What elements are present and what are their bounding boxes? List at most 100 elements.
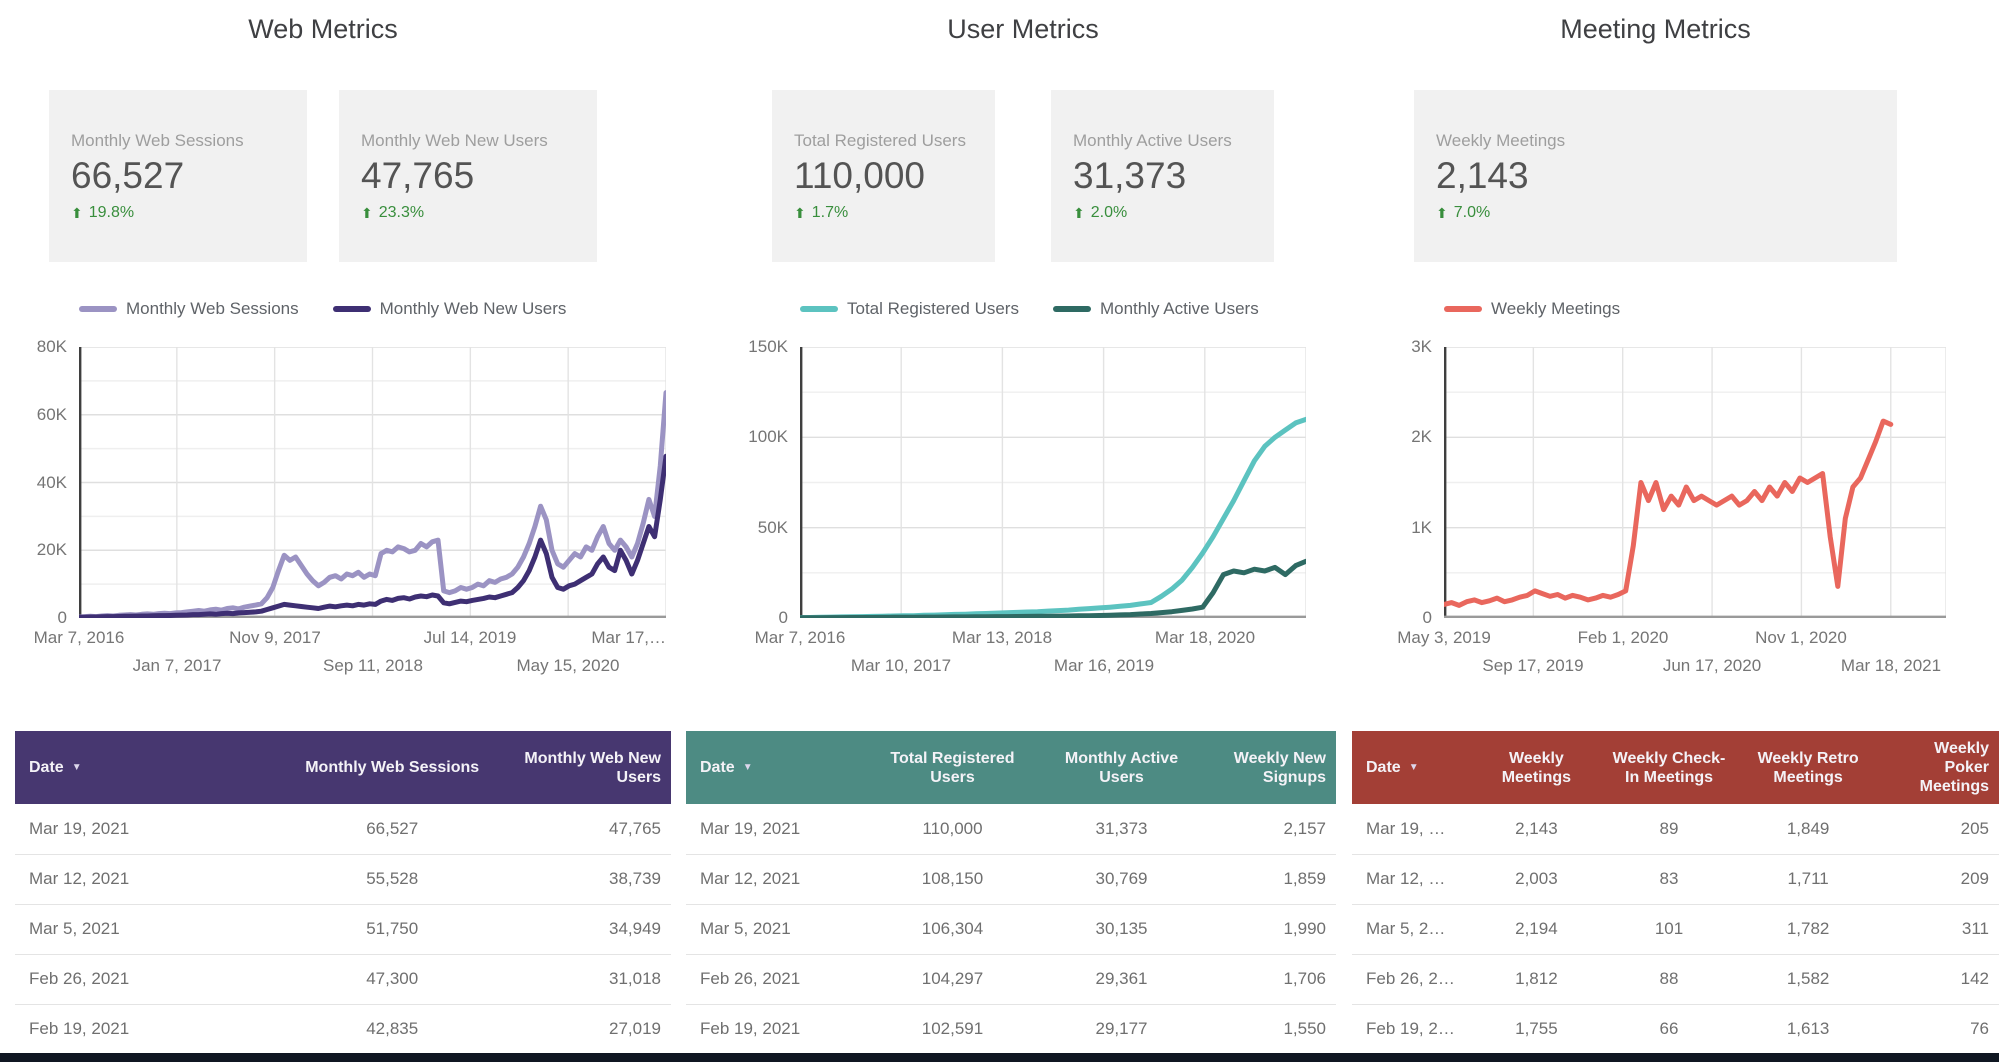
chart-legend: Total Registered Users Monthly Active Use… (800, 298, 1341, 320)
y-axis-label: 0 (1422, 608, 1432, 627)
x-axis-label: May 3, 2019 (1397, 628, 1491, 647)
table-row: Feb 26, 2… 1,812 88 1,582 142 (1352, 954, 1999, 1005)
arrow-up-icon: ⬆ (361, 205, 373, 221)
sort-desc-icon: ▼ (1408, 762, 1419, 773)
meeting-metrics-line-chart: 0 1K 2K 3K May 3, 2019 Sep 17, 2019 Feb 1, 202… (1341, 337, 1999, 693)
arrow-up-icon: ⬆ (1073, 205, 1085, 221)
column-header[interactable]: Monthly Web New Users (493, 731, 671, 804)
meeting-metrics-table: Date ▼ Weekly Meetings Weekly Check-In Meet… (1352, 731, 1999, 1055)
column-header[interactable]: Total Registered Users (861, 731, 1044, 804)
cell-value: 30,769 (1043, 854, 1200, 905)
y-axis-label: 50K (757, 518, 788, 537)
x-axis-label: Mar 18, 2021 (1840, 656, 1942, 675)
column-header[interactable]: Monthly Active Users (1043, 731, 1200, 804)
plot-area (76, 346, 669, 623)
cell-value: 311 (1876, 904, 1999, 955)
section-header: User Metrics Total Registered Users 110,… (772, 12, 1274, 262)
y-axis-label: 0 (778, 608, 788, 627)
cell-value: 209 (1876, 854, 1999, 905)
column-header[interactable]: Date ▼ (1352, 731, 1475, 804)
x-axis-label: Mar 7, 2016 (754, 628, 846, 647)
cell-value: 106,304 (861, 904, 1044, 955)
cell-date: Mar 19, … (1352, 804, 1475, 855)
table-row: Mar 19, 2021 66,527 47,765 (15, 804, 671, 855)
cell-value: 31,373 (1043, 804, 1200, 855)
table-row: Mar 19, … 2,143 89 1,849 205 (1352, 804, 1999, 855)
scorecard-weekly-meetings: Weekly Meetings 2,143 ⬆ 7.0% (1414, 90, 1897, 262)
legend-item: Total Registered Users (800, 299, 1019, 319)
scorecard-value: 31,373 (1073, 155, 1187, 196)
cell-date: Mar 5, 2… (1352, 904, 1475, 955)
arrow-up-icon: ⬆ (794, 205, 806, 221)
cell-value: 1,782 (1740, 904, 1877, 955)
column-header[interactable]: Weekly Poker Meetings (1876, 731, 1999, 804)
cell-value: 2,194 (1474, 904, 1598, 955)
table-row: Feb 19, 2021 102,591 29,177 1,550 (686, 1004, 1336, 1055)
column-header[interactable]: Date ▼ (15, 731, 291, 804)
cell-date: Feb 26, 2021 (686, 954, 862, 1005)
legend-swatch-icon (800, 306, 838, 312)
y-axis-label: 1K (1411, 518, 1432, 537)
cell-value: 142 (1876, 954, 1999, 1005)
legend-swatch-icon (1052, 306, 1091, 312)
cell-value: 27,019 (493, 1004, 671, 1055)
column-header[interactable]: Weekly Check-In Meetings (1597, 731, 1741, 804)
delta-percent: 19.8% (88, 204, 135, 221)
cell-value: 108,150 (861, 854, 1044, 905)
cell-value: 102,591 (861, 1004, 1044, 1055)
cell-value: 1,582 (1740, 954, 1877, 1005)
column-header[interactable]: Date ▼ (686, 731, 862, 804)
column-header[interactable]: Weekly New Signups (1199, 731, 1336, 804)
y-axis-label: 40K (36, 473, 67, 492)
section-web-metrics: Web Metrics Monthly Web Sessions 66,527 … (0, 0, 671, 1055)
scorecard-label: Monthly Active Users (1073, 131, 1232, 150)
cell-value: 51,750 (290, 904, 494, 955)
x-axis-label: May 15, 2020 (516, 656, 620, 675)
cell-date: Feb 26, 2… (1352, 954, 1475, 1005)
column-header[interactable]: Weekly Meetings (1474, 731, 1598, 804)
cell-value: 55,528 (290, 854, 494, 905)
x-axis-label: Jul 14, 2019 (423, 628, 517, 647)
legend-label: Monthly Web New Users (379, 299, 567, 318)
chart-legend: Monthly Web Sessions Monthly Web New User… (79, 298, 671, 320)
table-row: Mar 19, 2021 110,000 31,373 2,157 (686, 804, 1336, 855)
cell-value: 66,527 (290, 804, 494, 855)
scorecard-delta: ⬆ 1.7% (794, 204, 985, 222)
y-axis-label: 3K (1411, 337, 1432, 356)
x-axis-label: Feb 1, 2020 (1577, 628, 1669, 647)
delta-percent: 7.0% (1453, 204, 1491, 221)
cell-date: Feb 19, 2021 (15, 1004, 291, 1055)
x-axis-label: Mar 18, 2020 (1154, 628, 1256, 647)
cell-value: 110,000 (861, 804, 1044, 855)
column-header[interactable]: Weekly Retro Meetings (1740, 731, 1877, 804)
cell-value: 29,177 (1043, 1004, 1200, 1055)
y-axis-label: 80K (36, 337, 67, 356)
table-row: Feb 19, 2… 1,755 66 1,613 76 (1352, 1004, 1999, 1055)
cell-value: 47,300 (290, 954, 494, 1005)
legend-item: Weekly Meetings (1444, 299, 1620, 319)
cell-date: Mar 19, 2021 (15, 804, 291, 855)
scorecard-value: 2,143 (1436, 155, 1529, 196)
scorecard-value: 110,000 (794, 155, 925, 196)
y-axis-label: 100K (748, 427, 788, 446)
cell-value: 2,157 (1199, 804, 1336, 855)
x-axis-label: Mar 7, 2016 (33, 628, 125, 647)
x-axis-label: Nov 1, 2020 (1755, 628, 1847, 647)
column-header[interactable]: Monthly Web Sessions (290, 731, 494, 804)
scorecard-delta: ⬆ 23.3% (361, 204, 587, 222)
legend-item: Monthly Web Sessions (79, 299, 299, 319)
cell-date: Mar 12, … (1352, 854, 1475, 905)
cell-value: 76 (1876, 1004, 1999, 1055)
arrow-up-icon: ⬆ (1436, 205, 1448, 221)
cell-value: 1,550 (1199, 1004, 1336, 1055)
cell-value: 1,849 (1740, 804, 1877, 855)
cell-value: 1,859 (1199, 854, 1336, 905)
table-row: Mar 12, 2021 108,150 30,769 1,859 (686, 854, 1336, 905)
cell-value: 2,003 (1474, 854, 1598, 905)
x-axis-label: Mar 13, 2018 (951, 628, 1053, 647)
table-row: Mar 12, 2021 55,528 38,739 (15, 854, 671, 905)
cell-value: 88 (1597, 954, 1741, 1005)
scorecard-row: Weekly Meetings 2,143 ⬆ 7.0% (1414, 90, 1897, 262)
cell-value: 47,765 (493, 804, 671, 855)
cell-value: 66 (1597, 1004, 1741, 1055)
